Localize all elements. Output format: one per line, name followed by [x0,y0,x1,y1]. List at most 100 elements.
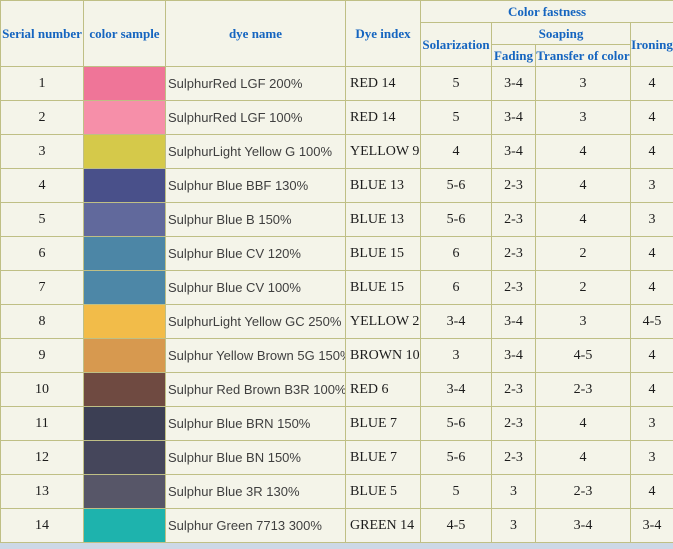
table-row: 6 Sulphur Blue CV 120% BLUE 15 6 2-3 2 4 [0,236,673,271]
dye-index-cell: RED 6 [345,372,421,407]
header-fading: Fading [491,44,536,67]
color-sample-swatch [83,508,166,543]
solarization-cell: 5-6 [420,406,492,441]
ironing-cell: 3 [630,440,673,475]
dye-name-cell: Sulphur Blue BRN 150% [165,406,346,441]
ironing-cell: 4 [630,338,673,373]
transfer-of-color-cell: 4 [535,202,631,237]
fading-cell: 2-3 [491,236,536,271]
dye-index-cell: RED 14 [345,66,421,101]
color-sample-swatch [83,440,166,475]
dye-name-cell: Sulphur Blue 3R 130% [165,474,346,509]
serial-number-cell: 8 [0,304,84,339]
table-header: Serial number color sample dye name Dye … [0,0,673,67]
header-soaping: Soaping [491,22,631,45]
serial-number-cell: 14 [0,508,84,543]
color-sample-swatch [83,270,166,305]
transfer-of-color-cell: 2-3 [535,372,631,407]
transfer-of-color-cell: 4 [535,406,631,441]
solarization-cell: 3-4 [420,372,492,407]
table-row: 4 Sulphur Blue BBF 130% BLUE 13 5-6 2-3 … [0,168,673,203]
dye-name-cell: Sulphur Red Brown B3R 100% [165,372,346,407]
header-color-sample: color sample [83,0,166,67]
dye-index-cell: YELLOW 2 [345,304,421,339]
transfer-of-color-cell: 4 [535,168,631,203]
fading-cell: 2-3 [491,440,536,475]
color-sample-swatch [83,202,166,237]
dye-name-cell: Sulphur Blue B 150% [165,202,346,237]
table-row: 3 SulphurLight Yellow G 100% YELLOW 9 4 … [0,134,673,169]
ironing-cell: 4 [630,236,673,271]
serial-number-cell: 6 [0,236,84,271]
transfer-of-color-cell: 2 [535,270,631,305]
ironing-cell: 4 [630,66,673,101]
dye-name-cell: SulphurLight Yellow GC 250% [165,304,346,339]
solarization-cell: 5 [420,100,492,135]
transfer-of-color-cell: 3-4 [535,508,631,543]
ironing-cell: 4 [630,134,673,169]
solarization-cell: 3-4 [420,304,492,339]
fading-cell: 3 [491,508,536,543]
color-sample-swatch [83,338,166,373]
dye-name-cell: SulphurRed LGF 200% [165,66,346,101]
dye-name-cell: Sulphur Green 7713 300% [165,508,346,543]
ironing-cell: 4 [630,372,673,407]
dye-index-cell: YELLOW 9 [345,134,421,169]
serial-number-cell: 10 [0,372,84,407]
serial-number-cell: 12 [0,440,84,475]
header-serial-number: Serial number [0,0,84,67]
solarization-cell: 6 [420,236,492,271]
fading-cell: 3 [491,474,536,509]
header-ironing: Ironing [630,22,673,67]
serial-number-cell: 1 [0,66,84,101]
table-row: 1 SulphurRed LGF 200% RED 14 5 3-4 3 4 [0,66,673,101]
dye-index-cell: BLUE 13 [345,168,421,203]
solarization-cell: 4-5 [420,508,492,543]
transfer-of-color-cell: 4 [535,134,631,169]
page-bottom-strip [0,543,673,549]
fading-cell: 2-3 [491,168,536,203]
serial-number-cell: 5 [0,202,84,237]
header-color-fastness: Color fastness [420,0,673,23]
solarization-cell: 5 [420,474,492,509]
serial-number-cell: 2 [0,100,84,135]
transfer-of-color-cell: 4 [535,440,631,475]
table-row: 7 Sulphur Blue CV 100% BLUE 15 6 2-3 2 4 [0,270,673,305]
dye-index-cell: BLUE 15 [345,236,421,271]
header-dye-name: dye name [165,0,346,67]
table-row: 10 Sulphur Red Brown B3R 100% RED 6 3-4 … [0,372,673,407]
dye-name-cell: Sulphur Blue CV 100% [165,270,346,305]
dye-name-cell: Sulphur Blue BBF 130% [165,168,346,203]
solarization-cell: 5-6 [420,202,492,237]
dye-name-cell: Sulphur Blue CV 120% [165,236,346,271]
dye-name-cell: SulphurRed LGF 100% [165,100,346,135]
table-row: 5 Sulphur Blue B 150% BLUE 13 5-6 2-3 4 … [0,202,673,237]
ironing-cell: 3 [630,406,673,441]
dye-name-cell: SulphurLight Yellow G 100% [165,134,346,169]
transfer-of-color-cell: 4-5 [535,338,631,373]
dye-name-cell: Sulphur Yellow Brown 5G 150% [165,338,346,373]
color-sample-swatch [83,236,166,271]
ironing-cell: 4-5 [630,304,673,339]
ironing-cell: 4 [630,100,673,135]
solarization-cell: 5-6 [420,168,492,203]
fading-cell: 2-3 [491,270,536,305]
dye-index-cell: GREEN 14 [345,508,421,543]
table-row: 14 Sulphur Green 7713 300% GREEN 14 4-5 … [0,508,673,543]
table-row: 8 SulphurLight Yellow GC 250% YELLOW 2 3… [0,304,673,339]
table-body: 1 SulphurRed LGF 200% RED 14 5 3-4 3 4 2… [0,66,673,543]
dye-name-cell: Sulphur Blue BN 150% [165,440,346,475]
solarization-cell: 4 [420,134,492,169]
color-sample-swatch [83,66,166,101]
serial-number-cell: 4 [0,168,84,203]
color-sample-swatch [83,372,166,407]
ironing-cell: 3-4 [630,508,673,543]
fading-cell: 2-3 [491,406,536,441]
color-sample-swatch [83,304,166,339]
ironing-cell: 3 [630,202,673,237]
dye-index-cell: BLUE 15 [345,270,421,305]
serial-number-cell: 9 [0,338,84,373]
table-row: 11 Sulphur Blue BRN 150% BLUE 7 5-6 2-3 … [0,406,673,441]
